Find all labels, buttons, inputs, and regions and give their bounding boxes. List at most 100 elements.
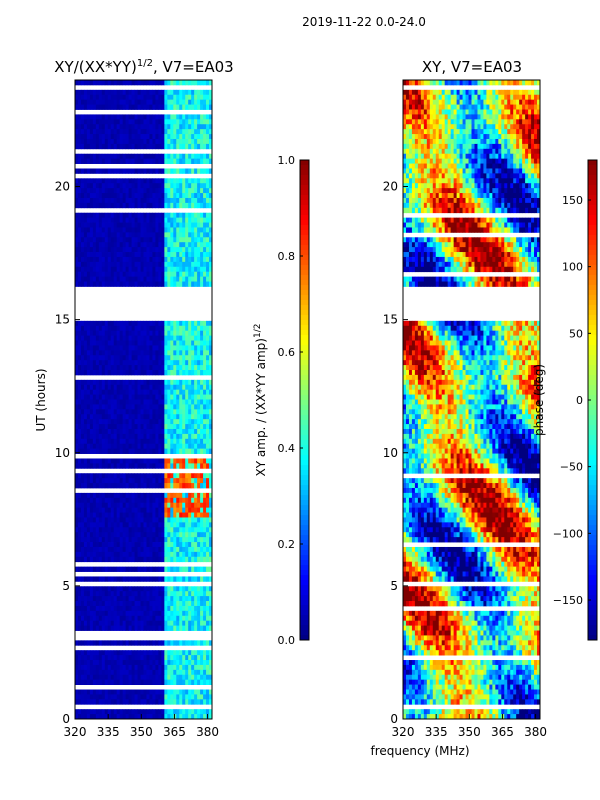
amplitude-cell xyxy=(173,532,177,538)
amplitude-cell xyxy=(155,365,159,371)
amplitude-cell xyxy=(155,281,159,287)
amplitude-cell xyxy=(83,556,88,563)
amplitude-cell xyxy=(89,699,94,705)
amplitude-cell xyxy=(92,601,97,607)
amplitude-cell xyxy=(89,247,94,253)
amplitude-cell xyxy=(188,443,192,450)
amplitude-cell xyxy=(206,566,210,572)
amplitude-cell xyxy=(203,527,207,533)
amplitude-cell xyxy=(110,497,115,504)
amplitude-cell xyxy=(92,615,97,622)
amplitude-cell xyxy=(173,80,177,86)
amplitude-cell xyxy=(137,114,141,120)
amplitude-cell xyxy=(134,104,138,110)
amplitude-cell xyxy=(83,247,88,253)
amplitude-cell xyxy=(197,197,201,204)
amplitude-cell xyxy=(125,202,130,209)
amplitude-cell xyxy=(143,601,147,607)
amplitude-cell xyxy=(110,714,115,720)
amplitude-cell xyxy=(125,586,130,592)
amplitude-cell xyxy=(122,232,127,238)
amplitude-cell xyxy=(188,546,192,553)
amplitude-cell xyxy=(188,129,192,135)
amplitude-cell xyxy=(77,237,82,243)
amplitude-cell xyxy=(107,537,112,543)
amplitude-cell xyxy=(146,664,150,671)
amplitude-cell xyxy=(188,458,192,464)
amplitude-cell xyxy=(179,409,183,415)
amplitude-cell xyxy=(128,428,132,435)
amplitude-cell xyxy=(161,153,165,160)
amplitude-cell xyxy=(194,492,198,499)
amplitude-cell xyxy=(188,497,192,504)
amplitude-cell xyxy=(107,483,112,489)
amplitude-cell xyxy=(104,699,109,705)
amplitude-cell xyxy=(161,438,165,445)
amplitude-cell xyxy=(95,714,100,720)
amplitude-cell xyxy=(131,473,135,479)
amplitude-cell xyxy=(179,473,183,479)
amplitude-cell xyxy=(149,699,153,705)
amplitude-cell xyxy=(164,473,168,479)
amplitude-cell xyxy=(188,266,192,273)
amplitude-cell xyxy=(191,537,195,543)
amplitude-cell xyxy=(116,217,121,223)
amplitude-cell xyxy=(107,89,112,96)
amplitude-cell xyxy=(191,252,195,258)
amplitude-cell xyxy=(128,660,132,666)
amplitude-cell xyxy=(149,281,153,287)
amplitude-cell xyxy=(131,256,135,263)
amplitude-cell xyxy=(95,168,100,174)
amplitude-cell xyxy=(80,542,85,548)
amplitude-cell xyxy=(200,129,204,135)
amplitude-cell xyxy=(75,566,79,572)
amplitude-cell xyxy=(155,320,159,327)
amplitude-cell xyxy=(137,340,141,346)
amplitude-cell xyxy=(203,178,207,184)
amplitude-cell xyxy=(203,650,207,656)
amplitude-cell xyxy=(98,183,103,189)
amplitude-cell xyxy=(209,119,213,125)
amplitude-cell xyxy=(113,669,118,676)
amplitude-cell xyxy=(128,360,132,366)
amplitude-cell xyxy=(75,80,79,86)
amplitude-cell xyxy=(101,399,106,405)
amplitude-cell xyxy=(122,605,127,612)
amplitude-cell xyxy=(158,605,162,612)
amplitude-cell xyxy=(110,168,115,174)
amplitude-cell xyxy=(176,399,180,405)
amplitude-cell xyxy=(116,153,121,160)
amplitude-cell xyxy=(152,399,156,405)
amplitude-cell xyxy=(119,699,124,705)
amplitude-cell xyxy=(113,119,118,125)
amplitude-cell xyxy=(77,674,82,681)
amplitude-cell xyxy=(194,212,198,219)
amplitude-cell xyxy=(209,522,213,528)
amplitude-cell xyxy=(80,212,85,219)
amplitude-cell xyxy=(200,232,204,238)
amplitude-cell xyxy=(98,655,103,661)
amplitude-cell xyxy=(194,266,198,273)
amplitude-cell xyxy=(206,104,210,110)
amplitude-cell xyxy=(77,551,82,558)
amplitude-cell xyxy=(161,360,165,366)
amplitude-cell xyxy=(98,350,103,356)
amplitude-cell xyxy=(122,217,127,223)
amplitude-cell xyxy=(110,699,115,705)
amplitude-cell xyxy=(188,424,192,430)
amplitude-cell xyxy=(173,492,177,499)
amplitude-cell xyxy=(155,129,159,135)
amplitude-cell xyxy=(170,679,174,685)
amplitude-cell xyxy=(140,473,144,479)
amplitude-cell xyxy=(161,384,165,391)
amplitude-cell xyxy=(137,714,141,720)
amplitude-cell xyxy=(107,542,112,548)
amplitude-cell xyxy=(116,674,121,681)
amplitude-cell xyxy=(152,242,156,248)
amplitude-cell xyxy=(191,428,195,435)
amplitude-cell xyxy=(197,478,201,484)
amplitude-cell xyxy=(176,428,180,435)
amplitude-cell xyxy=(83,517,88,523)
amplitude-cell xyxy=(134,542,138,548)
amplitude-cell xyxy=(173,394,177,400)
